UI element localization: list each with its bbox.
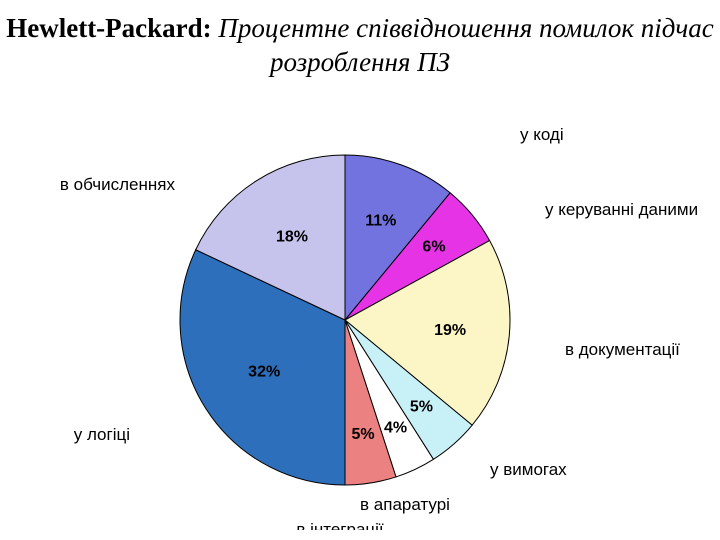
pie-label-code: у коді bbox=[520, 125, 564, 144]
pie-svg: 11% у коді 6% у керуванні даними 19% в докуме… bbox=[0, 80, 720, 530]
pie-percent-code: 11% bbox=[365, 212, 396, 229]
pie-percent-logic: 32% bbox=[248, 363, 280, 380]
pie-label-logic: у логіці bbox=[74, 425, 130, 444]
pie-chart: 11% у коді 6% у керуванні даними 19% в докуме… bbox=[0, 80, 720, 530]
title-prefix: Hewlett-Packard: bbox=[6, 13, 211, 43]
title-rest: Процентне співвідношення помилок підчас … bbox=[212, 13, 714, 77]
pie-percent-calc: 18% bbox=[276, 228, 308, 245]
pie-label-docs: в документації bbox=[565, 340, 680, 359]
pie-percent-data: 6% bbox=[422, 238, 445, 255]
pie-percent-docs: 19% bbox=[434, 321, 466, 338]
pie-label-hardware: в апаратурі bbox=[360, 495, 450, 514]
pie-label-integration: в інтеграції bbox=[296, 520, 384, 530]
pie-label-data: у керуванні даними bbox=[545, 200, 698, 219]
pie-percent-req: 5% bbox=[410, 398, 433, 415]
pie-percent-hardware: 4% bbox=[384, 419, 407, 436]
chart-title: Hewlett-Packard: Процентне співвідношенн… bbox=[0, 0, 720, 80]
pie-label-req: у вимогах bbox=[490, 460, 567, 479]
pie-label-calc: в обчисленнях bbox=[60, 175, 176, 194]
pie-percent-integration: 5% bbox=[352, 426, 375, 443]
